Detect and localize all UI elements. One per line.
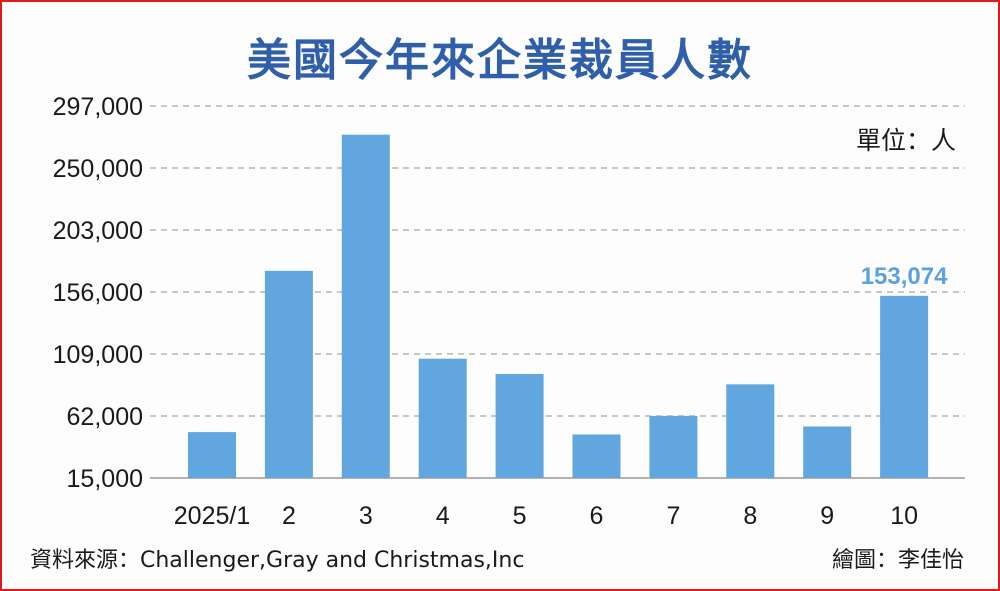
x-tick-label: 3 xyxy=(359,502,373,530)
bar xyxy=(649,415,698,478)
x-tick-label: 7 xyxy=(666,502,680,530)
y-tick-label: 109,000 xyxy=(53,341,143,369)
chart-title: 美國今年來企業裁員人數 xyxy=(247,35,753,86)
x-tick-label: 8 xyxy=(743,502,757,530)
x-tick-label: 9 xyxy=(820,502,834,530)
data-label: 153,074 xyxy=(861,263,948,290)
y-tick-label: 156,000 xyxy=(53,279,143,307)
bar xyxy=(495,374,544,478)
bar xyxy=(188,432,236,478)
y-tick-label: 203,000 xyxy=(53,217,143,245)
bars xyxy=(188,134,929,478)
source-note: 資料來源：Challenger,Gray and Christmas,Inc xyxy=(30,548,525,573)
bar xyxy=(880,295,929,478)
y-tick-label: 15,000 xyxy=(67,465,143,493)
x-tick-label: 10 xyxy=(890,502,918,530)
x-axis-ticks: 2025/1 2 3 4 5 6 7 8 9 10 xyxy=(174,502,918,530)
bar xyxy=(264,270,313,478)
bar xyxy=(726,384,775,478)
x-tick-label: 4 xyxy=(436,502,450,530)
x-tick-label: 2025/1 xyxy=(174,502,250,530)
x-tick-label: 5 xyxy=(513,502,527,530)
y-tick-label: 62,000 xyxy=(67,403,143,431)
bar xyxy=(572,434,621,478)
data-labels: 153,074 xyxy=(861,263,948,290)
x-tick-label: 2 xyxy=(282,502,296,530)
y-tick-label: 297,000 xyxy=(53,93,143,121)
bar xyxy=(418,358,467,478)
graphic-credit: 繪圖：李佳怡 xyxy=(831,548,964,573)
y-tick-label: 250,000 xyxy=(53,155,143,183)
unit-label: 單位：人 xyxy=(855,126,956,155)
y-axis-ticks: 297,000 250,000 203,000 156,000 109,000 62,00… xyxy=(53,93,143,493)
bar xyxy=(803,426,852,478)
bar xyxy=(341,134,390,478)
x-tick-label: 6 xyxy=(590,502,604,530)
